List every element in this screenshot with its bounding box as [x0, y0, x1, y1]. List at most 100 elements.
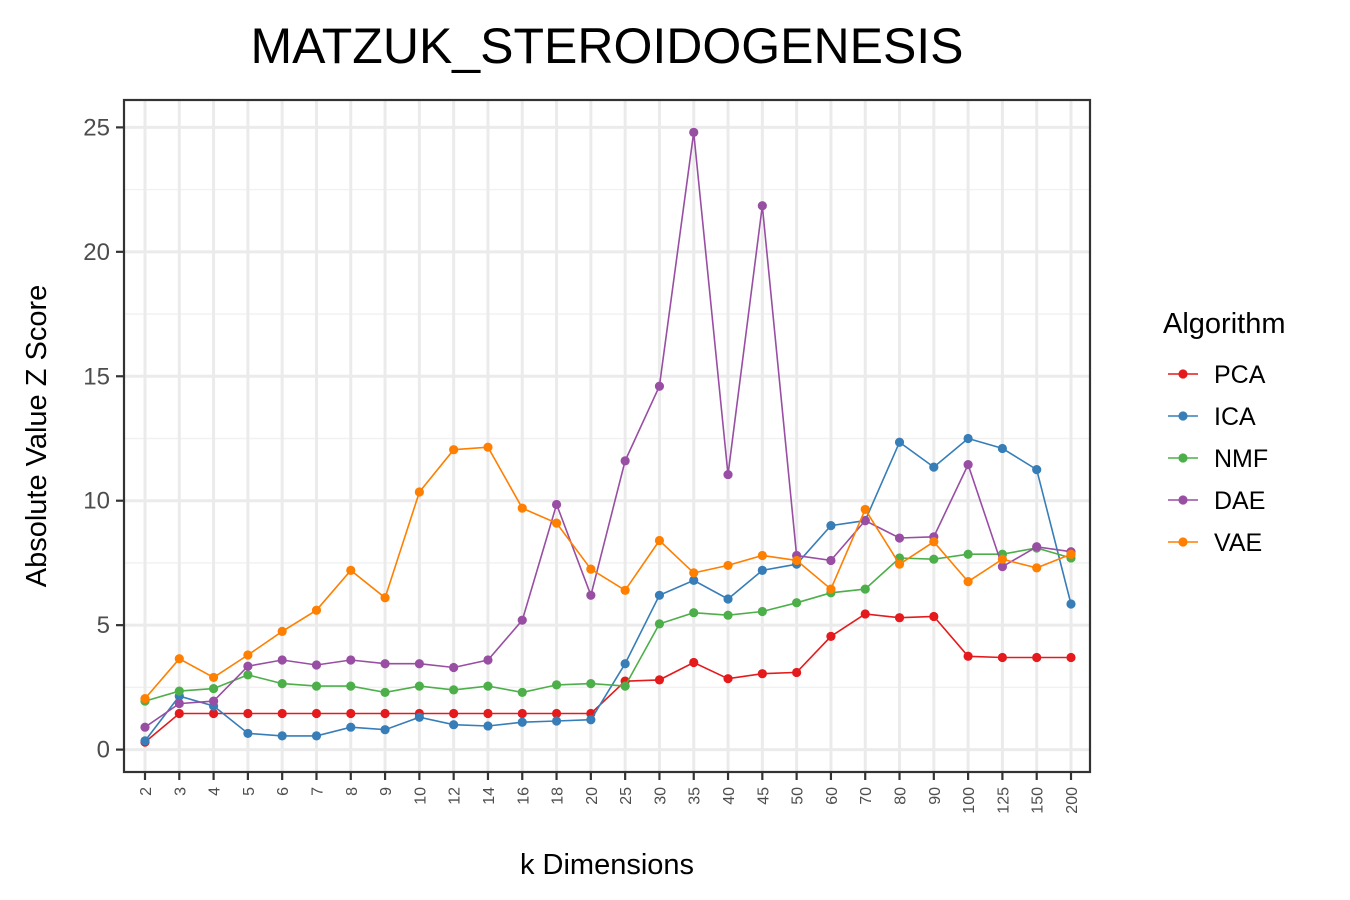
- legend-label-nmf: NMF: [1214, 445, 1268, 473]
- data-point-dae: [689, 127, 699, 137]
- series-dae: [140, 127, 1076, 732]
- data-point-nmf: [449, 685, 459, 695]
- x-tick-label: 2: [138, 787, 155, 796]
- data-point-pca: [792, 667, 802, 678]
- data-point-nmf: [723, 610, 733, 620]
- data-point-ica: [551, 716, 562, 726]
- data-point-nmf: [620, 681, 630, 691]
- data-point-nmf: [551, 680, 562, 690]
- legend-marker-ica: [1178, 411, 1188, 421]
- x-tick-label: 45: [755, 787, 772, 805]
- data-point-pca: [1066, 652, 1076, 663]
- data-point-ica: [346, 722, 356, 732]
- series-line-ica: [144, 437, 1072, 742]
- data-point-vae: [311, 605, 322, 615]
- data-point-dae: [894, 533, 905, 543]
- data-point-ica: [654, 590, 665, 600]
- data-point-vae: [929, 537, 939, 547]
- data-point-nmf: [243, 670, 253, 680]
- data-point-pca: [551, 708, 562, 719]
- legend-label-pca: PCA: [1214, 361, 1266, 389]
- data-point-nmf: [208, 684, 219, 694]
- data-point-vae: [277, 626, 287, 636]
- x-tick-label: 60: [824, 787, 841, 805]
- data-point-dae: [140, 722, 150, 732]
- data-point-dae: [208, 696, 219, 706]
- series-layer: [140, 127, 1076, 747]
- data-point-dae: [380, 659, 390, 669]
- data-point-vae: [517, 503, 527, 513]
- data-point-nmf: [174, 686, 184, 696]
- data-point-pca: [243, 708, 253, 719]
- data-point-ica: [620, 659, 630, 669]
- data-point-vae: [620, 585, 630, 595]
- data-point-ica: [689, 575, 699, 585]
- x-tick-label: 90: [927, 787, 944, 805]
- y-tick-label: 0: [97, 737, 110, 764]
- data-point-pca: [997, 652, 1008, 663]
- legend-label-ica: ICA: [1214, 403, 1256, 431]
- data-point-pca: [208, 708, 219, 719]
- data-point-ica: [1066, 599, 1076, 609]
- x-tick-label: 20: [584, 787, 601, 805]
- x-tick-label: 35: [687, 787, 704, 805]
- data-point-pca: [963, 651, 973, 661]
- legend-item-ica: ICA: [1168, 403, 1256, 431]
- legend-item-dae: DAE: [1168, 487, 1265, 515]
- data-point-pca: [654, 675, 665, 685]
- data-point-ica: [929, 462, 939, 472]
- data-point-pca: [723, 674, 733, 684]
- data-point-nmf: [654, 619, 665, 629]
- data-point-nmf: [689, 608, 699, 618]
- y-axis-title: Absolute Value Z Score: [21, 285, 53, 588]
- data-point-vae: [963, 577, 973, 587]
- data-point-vae: [483, 442, 493, 452]
- data-point-ica: [1032, 465, 1042, 475]
- data-point-dae: [449, 662, 459, 673]
- data-point-vae: [894, 559, 905, 569]
- data-point-ica: [997, 443, 1008, 454]
- y-tick-label: 15: [83, 363, 110, 390]
- data-point-dae: [1032, 542, 1042, 552]
- data-point-vae: [380, 593, 390, 603]
- data-point-ica: [826, 521, 836, 531]
- data-point-vae: [346, 565, 356, 576]
- data-point-nmf: [380, 687, 390, 697]
- x-tick-label: 16: [515, 787, 532, 805]
- x-tick-label: 6: [275, 787, 292, 796]
- series-line-dae: [144, 132, 1072, 728]
- data-point-ica: [277, 731, 287, 741]
- x-tick-label: 9: [378, 787, 395, 796]
- data-point-vae: [826, 584, 836, 594]
- series-line-nmf: [144, 547, 1072, 702]
- data-point-nmf: [517, 687, 527, 697]
- data-point-pca: [311, 708, 322, 719]
- data-point-pca: [1032, 652, 1042, 663]
- legend-marker-dae: [1178, 495, 1188, 505]
- x-tick-label: 80: [893, 787, 910, 805]
- data-point-vae: [140, 693, 150, 704]
- data-point-vae: [174, 654, 184, 664]
- data-point-pca: [277, 708, 287, 719]
- data-point-dae: [757, 201, 767, 211]
- data-point-pca: [689, 657, 699, 668]
- data-point-dae: [311, 660, 322, 670]
- data-point-dae: [620, 456, 630, 466]
- data-point-dae: [654, 381, 665, 391]
- data-point-pca: [757, 669, 767, 679]
- data-point-dae: [860, 516, 870, 526]
- x-axis-title: k Dimensions: [520, 849, 694, 881]
- y-tick-label: 25: [83, 114, 110, 141]
- data-point-vae: [757, 550, 767, 561]
- panel-background: [124, 100, 1090, 772]
- legend-items: PCA ICA NMF DAE VAE: [1168, 361, 1268, 557]
- y-tick-label: 10: [83, 488, 110, 515]
- data-point-dae: [997, 562, 1008, 572]
- x-tick-label: 40: [721, 787, 738, 805]
- series-line-pca: [144, 613, 1071, 743]
- data-point-vae: [208, 672, 219, 683]
- data-point-ica: [894, 437, 905, 447]
- data-point-ica: [243, 728, 253, 739]
- legend-label-dae: DAE: [1214, 487, 1265, 515]
- data-point-dae: [723, 469, 733, 480]
